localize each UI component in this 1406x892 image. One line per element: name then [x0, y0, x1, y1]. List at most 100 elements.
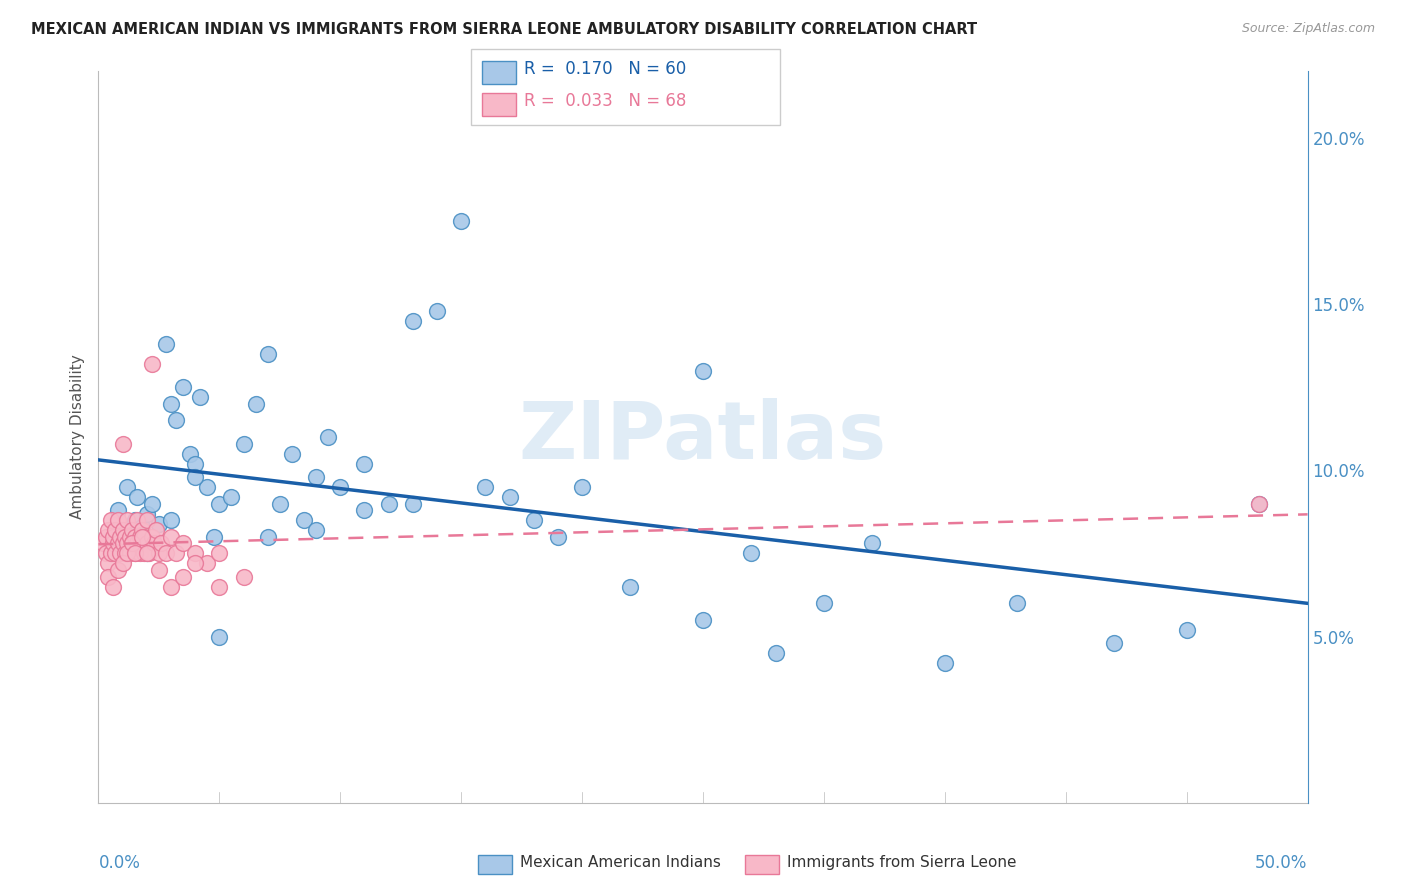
Point	[117, 536, 139, 550]
Point	[765, 646, 787, 660]
Point	[141, 530, 163, 544]
Point	[269, 497, 291, 511]
Point	[450, 214, 472, 228]
Point	[329, 480, 352, 494]
Point	[498, 490, 520, 504]
Point	[97, 557, 120, 571]
Point	[208, 580, 231, 594]
Point	[934, 656, 956, 670]
Point	[128, 546, 150, 560]
Point	[148, 546, 170, 560]
Point	[131, 536, 153, 550]
Text: R =  0.033   N = 68: R = 0.033 N = 68	[524, 92, 686, 110]
Point	[523, 513, 546, 527]
Point	[107, 563, 129, 577]
Point	[124, 546, 146, 560]
Point	[127, 490, 149, 504]
Point	[692, 613, 714, 627]
Point	[208, 630, 231, 644]
Point	[160, 397, 183, 411]
Point	[111, 557, 134, 571]
Point	[353, 503, 375, 517]
Point	[138, 546, 160, 560]
Point	[111, 523, 134, 537]
Point	[104, 546, 127, 560]
Point	[135, 513, 157, 527]
Point	[155, 337, 177, 351]
Point	[184, 470, 207, 484]
Point	[114, 546, 136, 560]
Point	[107, 536, 129, 550]
Point	[316, 430, 339, 444]
Point	[131, 523, 153, 537]
Point	[208, 497, 231, 511]
Point	[305, 523, 328, 537]
Y-axis label: Ambulatory Disability: Ambulatory Disability	[69, 355, 84, 519]
Point	[232, 436, 254, 450]
Point	[134, 546, 156, 560]
Point	[195, 557, 218, 571]
Text: 0.0%: 0.0%	[98, 854, 141, 872]
Point	[402, 497, 425, 511]
Point	[141, 497, 163, 511]
Point	[195, 480, 218, 494]
Point	[165, 546, 187, 560]
Point	[145, 523, 167, 537]
Point	[353, 457, 375, 471]
Point	[571, 480, 593, 494]
Point	[547, 530, 569, 544]
Point	[1249, 497, 1271, 511]
Text: R =  0.170   N = 60: R = 0.170 N = 60	[524, 60, 686, 78]
Text: Mexican American Indians: Mexican American Indians	[520, 855, 721, 870]
Point	[128, 530, 150, 544]
Text: Source: ZipAtlas.com: Source: ZipAtlas.com	[1241, 22, 1375, 36]
Point	[107, 513, 129, 527]
Point	[101, 580, 124, 594]
Point	[97, 523, 120, 537]
Text: Immigrants from Sierra Leone: Immigrants from Sierra Leone	[787, 855, 1017, 870]
Point	[165, 413, 187, 427]
Point	[1249, 497, 1271, 511]
Point	[121, 530, 143, 544]
Point	[124, 546, 146, 560]
Point	[108, 546, 131, 560]
Point	[208, 546, 231, 560]
Point	[94, 546, 117, 560]
Point	[127, 513, 149, 527]
Point	[121, 536, 143, 550]
Point	[117, 480, 139, 494]
Point	[402, 314, 425, 328]
Point	[1102, 636, 1125, 650]
Point	[114, 530, 136, 544]
Point	[135, 546, 157, 560]
Point	[221, 490, 243, 504]
Point	[256, 347, 278, 361]
Point	[1175, 623, 1198, 637]
Point	[127, 536, 149, 550]
Point	[813, 596, 835, 610]
Point	[97, 570, 120, 584]
Point	[121, 536, 143, 550]
Point	[118, 530, 141, 544]
Point	[179, 447, 201, 461]
Point	[184, 457, 207, 471]
Text: ZIPatlas: ZIPatlas	[519, 398, 887, 476]
Point	[111, 536, 134, 550]
Point	[292, 513, 315, 527]
Point	[141, 357, 163, 371]
Point	[100, 513, 122, 527]
Point	[155, 546, 177, 560]
Point	[160, 580, 183, 594]
Point	[143, 536, 166, 550]
Point	[184, 557, 207, 571]
Point	[148, 563, 170, 577]
Point	[134, 530, 156, 544]
Text: 50.0%: 50.0%	[1256, 854, 1308, 872]
Point	[256, 530, 278, 544]
Point	[131, 530, 153, 544]
Point	[426, 303, 449, 318]
Point	[101, 536, 124, 550]
Point	[619, 580, 641, 594]
Point	[124, 513, 146, 527]
Point	[100, 546, 122, 560]
